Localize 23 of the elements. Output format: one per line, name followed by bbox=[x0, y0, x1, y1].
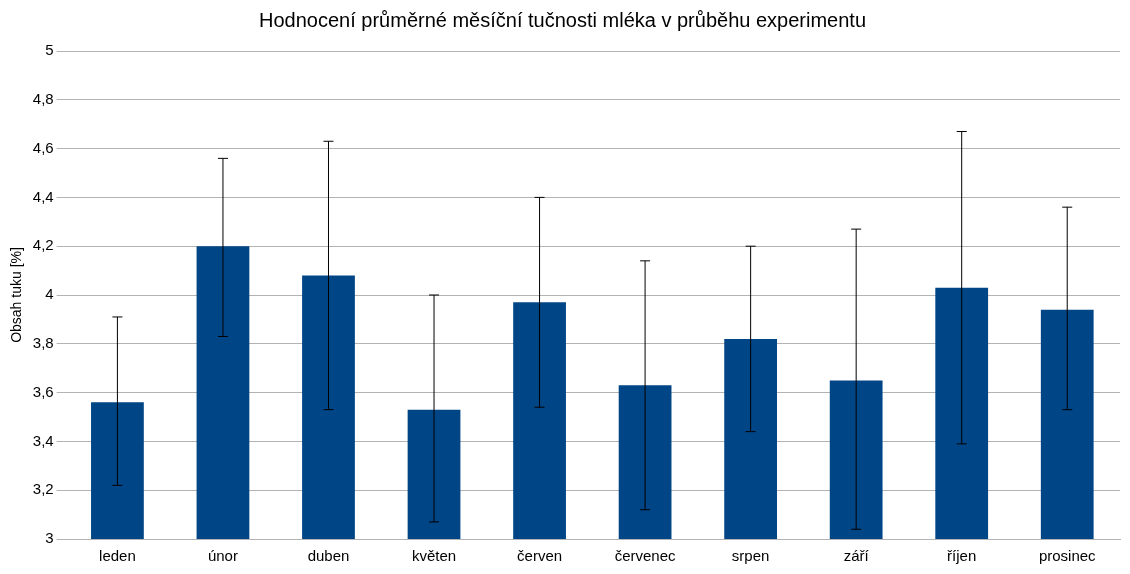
x-tick-label: září bbox=[843, 547, 870, 565]
chart-title: Hodnocení průměrné měsíční tučnosti mléka v průběhu experimentu bbox=[259, 8, 866, 31]
y-tick-label: 3,6 bbox=[32, 382, 54, 400]
y-tick-label: 4,6 bbox=[32, 138, 54, 156]
y-tick-label: 4,8 bbox=[32, 89, 54, 107]
y-tick-label: 4,4 bbox=[32, 187, 54, 205]
x-tick-label: červenec bbox=[614, 547, 677, 565]
x-tick-label: květen bbox=[411, 547, 457, 565]
y-tick-label: 4,2 bbox=[32, 236, 54, 254]
x-tick-label: leden bbox=[99, 547, 136, 565]
y-tick-label: 3,4 bbox=[32, 431, 54, 449]
y-tick-label: 3,2 bbox=[32, 480, 54, 498]
y-axis-title: Obsah tuku [%] bbox=[8, 247, 25, 343]
x-tick-label: duben bbox=[307, 547, 350, 565]
x-tick-label: prosinec bbox=[1038, 547, 1097, 565]
y-tick-label: 4 bbox=[45, 285, 54, 303]
y-tick-label: 5 bbox=[45, 41, 54, 59]
x-tick-label: únor bbox=[207, 547, 238, 565]
x-tick-label: srpen bbox=[731, 547, 770, 565]
x-tick-label: červen bbox=[517, 547, 563, 565]
y-tick-label: 3 bbox=[45, 529, 54, 547]
x-tick-label: říjen bbox=[947, 547, 977, 565]
y-tick-label: 3,8 bbox=[32, 333, 54, 351]
